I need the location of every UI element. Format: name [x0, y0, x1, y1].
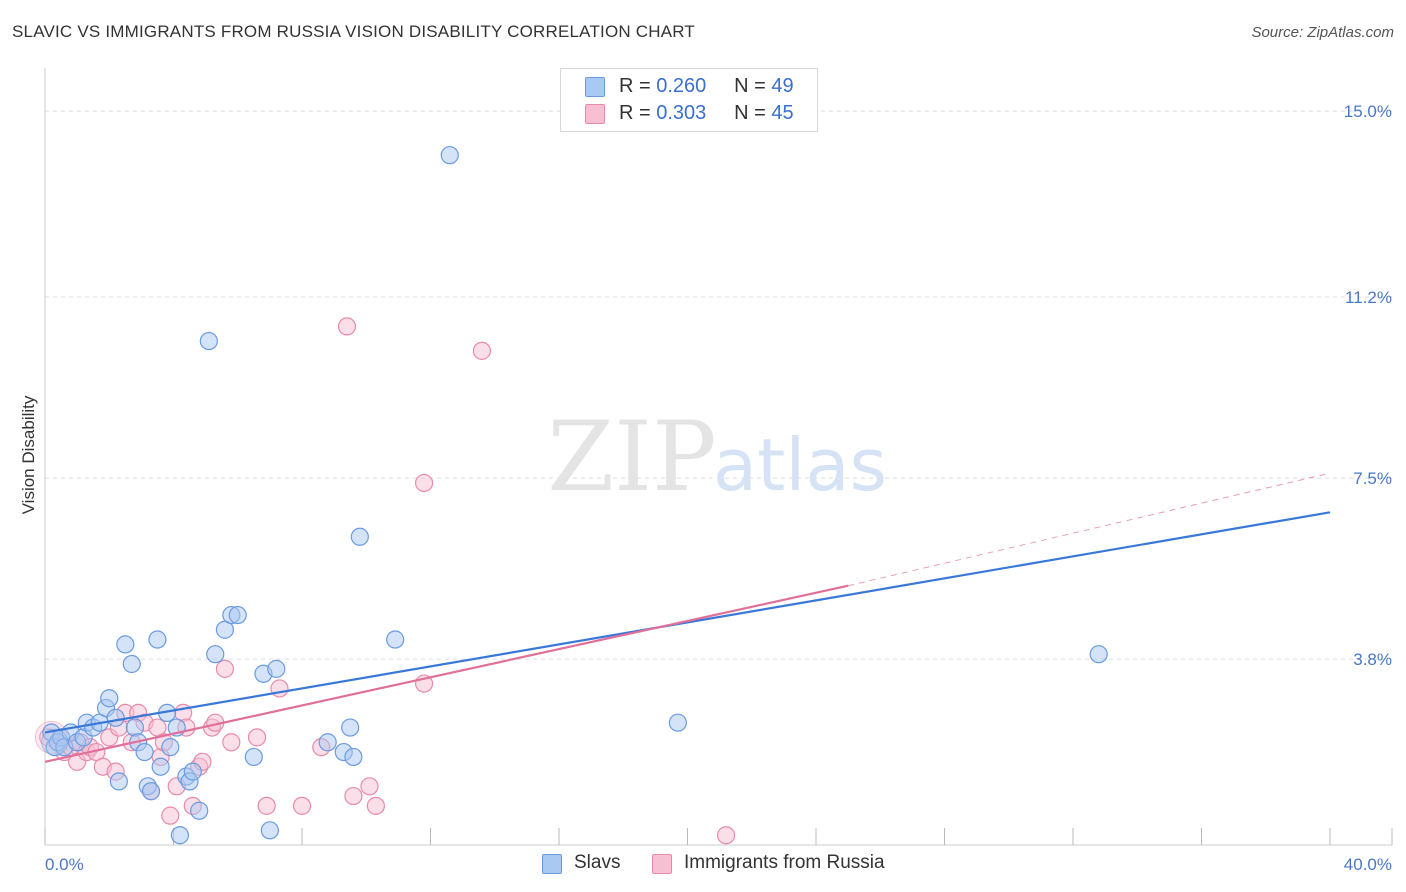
y-tick-label: 15.0% [1344, 102, 1392, 121]
russia-point [414, 473, 434, 493]
r-value: 0.260 [656, 75, 707, 97]
slavs-point [170, 826, 190, 845]
legend-label-slavs: Slavs [574, 852, 621, 873]
slavs-swatch [542, 854, 562, 874]
russia-point [222, 733, 241, 752]
slavs-point [141, 782, 161, 801]
r-label: R = [619, 75, 651, 97]
slavs-point [183, 762, 202, 781]
russia-swatch [585, 104, 605, 124]
slavs-point [100, 689, 119, 708]
slavs-point [260, 821, 279, 840]
slavs-point [148, 630, 167, 649]
trend-lines [44, 472, 1331, 763]
slavs-point [116, 635, 135, 654]
tick-labels: 3.8% 7.5% 11.2% 15.0% 0.0% 40.0% [45, 102, 1392, 874]
slavs-point [151, 757, 170, 776]
slavs-point [341, 718, 360, 737]
slavs-point [135, 742, 154, 762]
russia-trend-extension [848, 472, 1331, 587]
slavs-point [206, 645, 225, 664]
r-value: 0.303 [656, 102, 707, 124]
russia-point [257, 796, 276, 815]
source-credit: Source: ZipAtlas.com [1251, 24, 1394, 41]
slavs-point [161, 738, 180, 757]
slavs-point [122, 654, 141, 674]
slavs-point [318, 733, 337, 752]
n-value: 45 [771, 102, 794, 124]
slavs-point [228, 605, 247, 625]
slavs-point [190, 801, 209, 820]
slavs-point [440, 146, 459, 165]
watermark-atlas: atlas [713, 423, 887, 507]
russia-point [344, 786, 363, 806]
slavs-point [1089, 645, 1108, 664]
russia-point [360, 777, 379, 796]
russia-trend-line [44, 584, 849, 763]
watermark: ZIP atlas [547, 401, 887, 513]
series-slavs-points [41, 146, 1108, 845]
y-tick-label: 3.8% [1353, 650, 1392, 669]
slavs-point [106, 708, 125, 727]
slavs-point [344, 747, 363, 767]
axes [44, 68, 1393, 846]
slavs-swatch [585, 77, 605, 97]
series-russia-points [34, 317, 736, 845]
russia-point [292, 796, 312, 815]
x-tick-label: 40.0% [1344, 855, 1392, 874]
russia-point [716, 826, 736, 845]
slavs-point [267, 659, 286, 678]
russia-swatch [652, 854, 672, 874]
y-tick-label: 7.5% [1353, 469, 1392, 488]
russia-point [472, 341, 491, 360]
series-legend: Slavs Immigrants from Russia [0, 852, 1406, 878]
n-value: 49 [771, 75, 794, 97]
y-tick-label: 11.2% [1345, 288, 1392, 307]
russia-point [247, 728, 267, 747]
chart-title: SLAVIC VS IMMIGRANTS FROM RUSSIA VISION … [12, 22, 696, 41]
y-axis-label: Vision Disability [19, 395, 38, 514]
slavs-point [668, 713, 687, 732]
legend-label-russia: Immigrants from Russia [684, 852, 885, 873]
russia-point [366, 796, 385, 815]
russia-point [161, 806, 180, 825]
slavs-point [109, 772, 128, 791]
n-label: N = [734, 75, 766, 97]
grid-lines [45, 110, 1392, 660]
slavs-point [199, 331, 218, 351]
russia-point [337, 317, 357, 336]
r-label: R = [619, 102, 651, 124]
slavs-point [125, 718, 145, 737]
n-label: N = [734, 102, 766, 124]
correlation-legend: R = 0.260 N = 49 R = 0.303 N = 45 [560, 68, 818, 132]
watermark-zip: ZIP [547, 401, 716, 513]
x-tick-label: 0.0% [45, 855, 84, 874]
slavs-trend-line [44, 511, 1331, 734]
slavs-point [350, 527, 369, 546]
russia-point [215, 659, 234, 678]
slavs-point [386, 630, 405, 649]
slavs-point [244, 747, 263, 767]
slavs-point [41, 728, 69, 756]
